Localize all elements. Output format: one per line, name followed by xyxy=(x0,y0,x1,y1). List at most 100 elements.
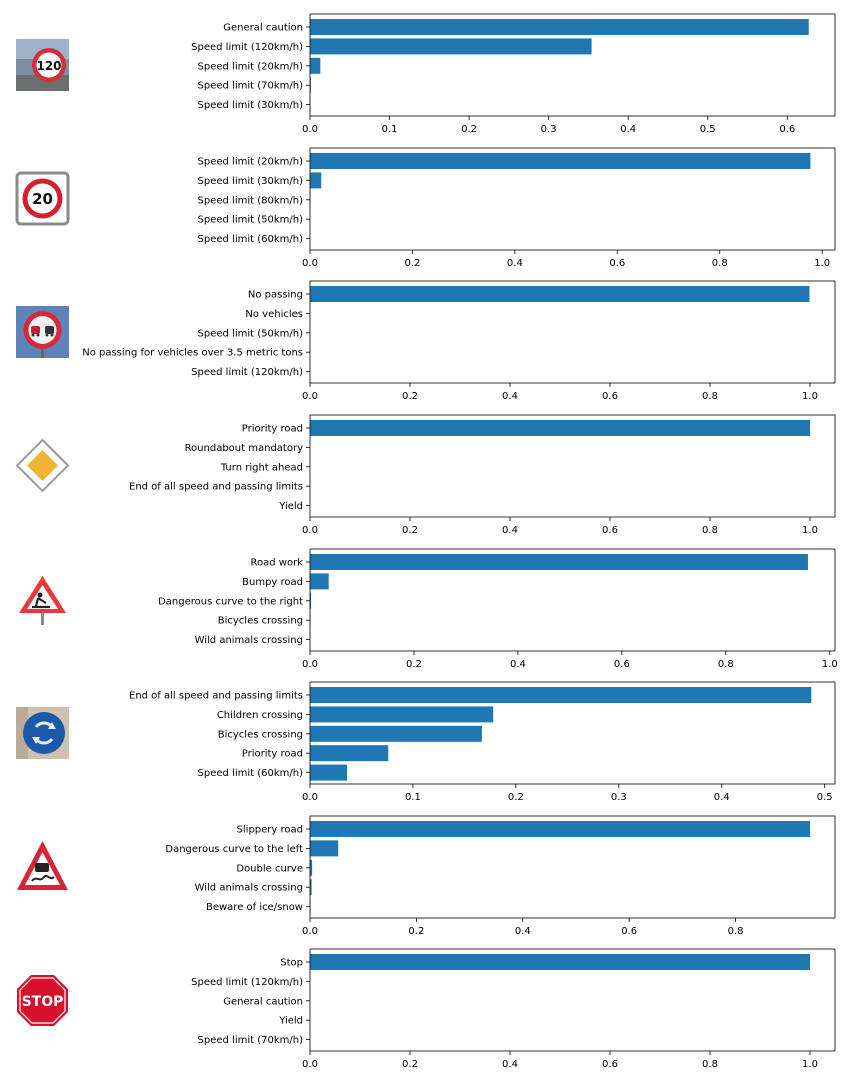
x-tick-label: 1.0 xyxy=(802,391,818,402)
category-label: Stop xyxy=(280,958,303,969)
prediction-panel-2: Speed limit (20km/h) Speed limit (30km/h)… xyxy=(198,147,836,269)
bar xyxy=(310,172,322,189)
x-tick-label: 0.0 xyxy=(302,659,318,670)
bar xyxy=(310,687,812,703)
category-label: Slippery road xyxy=(237,825,303,836)
x-tick-label: 0.3 xyxy=(611,792,627,803)
category-label: Priority road xyxy=(242,749,303,760)
stop-sign-icon: STOP xyxy=(17,975,68,1026)
category-label: End of all speed and passing limits xyxy=(129,482,303,493)
x-tick-label: 0.0 xyxy=(302,926,318,937)
axes-frame xyxy=(309,948,836,1052)
x-tick-label: 0.1 xyxy=(382,124,398,135)
category-label: Bicycles crossing xyxy=(218,616,303,627)
x-tick-label: 0.4 xyxy=(502,1059,518,1070)
x-tick-label: 0.6 xyxy=(614,659,630,670)
category-label: Yield xyxy=(278,501,303,512)
category-label: Speed limit (120km/h) xyxy=(191,42,303,53)
bar xyxy=(310,840,339,857)
category-label: Roundabout mandatory xyxy=(185,443,304,454)
x-tick-label: 0.3 xyxy=(541,124,557,135)
category-label: Double curve xyxy=(236,863,303,874)
category-label: Wild animals crossing xyxy=(195,883,303,894)
x-tick-label: 0.2 xyxy=(402,525,418,536)
category-label: Children crossing xyxy=(217,710,303,721)
category-label: Speed limit (70km/h) xyxy=(198,1035,304,1046)
x-tick-label: 0.2 xyxy=(408,926,424,937)
bar xyxy=(310,859,313,876)
x-tick-label: 0.6 xyxy=(779,124,795,135)
category-label: Priority road xyxy=(242,424,303,435)
bar xyxy=(310,420,810,436)
category-label: Speed limit (60km/h) xyxy=(198,768,304,779)
category-label: Speed limit (120km/h) xyxy=(191,367,303,378)
x-tick-label: 0.6 xyxy=(602,1059,618,1070)
x-tick-label: 0.4 xyxy=(502,391,518,402)
x-tick-label: 0.6 xyxy=(602,525,618,536)
bar xyxy=(310,821,810,837)
x-tick-label: 0.4 xyxy=(507,258,523,269)
roundabout-mandatory-sign-icon xyxy=(16,707,69,759)
category-label: Speed limit (120km/h) xyxy=(191,977,303,988)
category-label: Speed limit (60km/h) xyxy=(198,234,304,245)
x-tick-label: 0.4 xyxy=(502,525,518,536)
bar xyxy=(310,954,810,970)
category-label: General caution xyxy=(223,996,303,1007)
category-label: General caution xyxy=(223,23,303,34)
bar xyxy=(310,153,811,169)
category-label: Dangerous curve to the left xyxy=(165,844,303,855)
category-label: No passing xyxy=(248,290,303,301)
bar xyxy=(310,879,312,896)
category-label: End of all speed and passing limits xyxy=(129,691,303,702)
category-label: Wild animals crossing xyxy=(195,635,303,646)
x-tick-label: 1.0 xyxy=(814,258,830,269)
x-tick-label: 0.5 xyxy=(817,792,833,803)
speed-limit-20-sign-icon: 20 xyxy=(15,171,70,226)
axes-frame xyxy=(309,13,836,117)
no-passing-sign-icon xyxy=(16,306,69,358)
category-label: Yield xyxy=(278,1016,303,1027)
axes-frame xyxy=(309,815,836,919)
category-label: No vehicles xyxy=(245,309,303,320)
x-tick-label: 1.0 xyxy=(802,1059,818,1070)
bar xyxy=(310,573,329,590)
priority-road-sign-icon xyxy=(15,438,70,493)
x-tick-label: 0.8 xyxy=(702,525,718,536)
x-tick-label: 0.2 xyxy=(508,792,524,803)
bar xyxy=(310,764,348,781)
axes-frame xyxy=(309,147,836,251)
x-tick-label: 0.2 xyxy=(404,258,420,269)
category-label: Turn right ahead xyxy=(220,462,303,473)
prediction-panel-7: Slippery road Dangerous curve to the left… xyxy=(165,815,836,937)
category-label: Bicycles crossing xyxy=(218,729,303,740)
x-tick-label: 0.0 xyxy=(302,525,318,536)
x-tick-label: 0.6 xyxy=(621,926,637,937)
x-tick-label: 0.0 xyxy=(302,1059,318,1070)
x-tick-label: 0.2 xyxy=(402,391,418,402)
x-tick-label: 1.0 xyxy=(822,659,838,670)
x-tick-label: 0.8 xyxy=(712,258,728,269)
axes-frame xyxy=(309,280,836,384)
x-tick-label: 0.0 xyxy=(302,391,318,402)
x-tick-label: 0.0 xyxy=(302,258,318,269)
category-label: Speed limit (70km/h) xyxy=(198,81,304,92)
bar xyxy=(310,19,809,35)
x-tick-label: 0.6 xyxy=(602,391,618,402)
x-tick-label: 0.0 xyxy=(302,792,318,803)
prediction-panel-6: End of all speed and passing limits Child… xyxy=(129,681,836,803)
axes-frame xyxy=(309,414,836,518)
x-tick-label: 0.2 xyxy=(406,659,422,670)
svg-text:STOP: STOP xyxy=(22,994,64,1010)
prediction-panel-3: No passing No vehicles Speed limit (50km/h… xyxy=(82,280,836,402)
bar xyxy=(310,286,810,302)
category-label: No passing for vehicles over 3.5 metric … xyxy=(82,348,303,359)
x-tick-label: 0.0 xyxy=(302,124,318,135)
category-label: Bumpy road xyxy=(242,577,303,588)
prediction-panel-5: Road work Bumpy road Dangerous curve to th… xyxy=(158,548,838,670)
bar xyxy=(310,706,494,723)
axes-frame xyxy=(309,548,836,652)
category-label: Beware of ice/snow xyxy=(206,902,303,913)
axes-frame xyxy=(309,681,836,785)
bar xyxy=(310,554,808,570)
